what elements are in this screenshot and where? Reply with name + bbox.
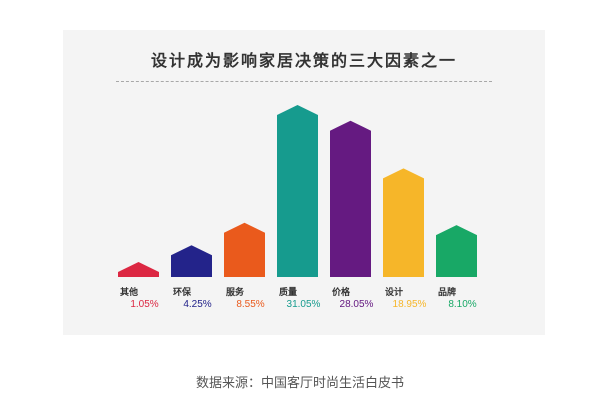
data-source: 数据来源：中国客厅时尚生活白皮书 bbox=[195, 376, 404, 391]
bar-6 bbox=[383, 168, 424, 277]
value-label-2: 4.25% bbox=[183, 299, 211, 310]
title-divider bbox=[116, 81, 492, 82]
bar-2 bbox=[171, 245, 212, 277]
category-label-3: 服务 bbox=[226, 286, 245, 298]
value-label-3: 8.55% bbox=[236, 299, 264, 310]
bar-7 bbox=[436, 225, 477, 277]
category-label-7: 品牌 bbox=[438, 286, 456, 298]
value-label-5: 28.05% bbox=[340, 299, 374, 310]
category-label-2: 环保 bbox=[173, 286, 192, 298]
value-label-7: 8.10% bbox=[448, 299, 476, 310]
value-label-4: 31.05% bbox=[287, 299, 321, 310]
category-label-1: 其他 bbox=[120, 286, 138, 298]
bar-5 bbox=[330, 120, 371, 277]
chart-title: 设计成为影响家居决策的三大因素之一 bbox=[150, 51, 457, 70]
bar-4 bbox=[277, 105, 318, 277]
value-label-1: 1.05% bbox=[130, 299, 158, 310]
bar-1 bbox=[118, 262, 159, 277]
category-label-5: 价格 bbox=[332, 286, 351, 298]
value-label-6: 18.95% bbox=[393, 299, 427, 310]
category-label-4: 质量 bbox=[279, 286, 297, 298]
category-label-6: 设计 bbox=[385, 286, 403, 298]
bar-3 bbox=[224, 222, 265, 277]
